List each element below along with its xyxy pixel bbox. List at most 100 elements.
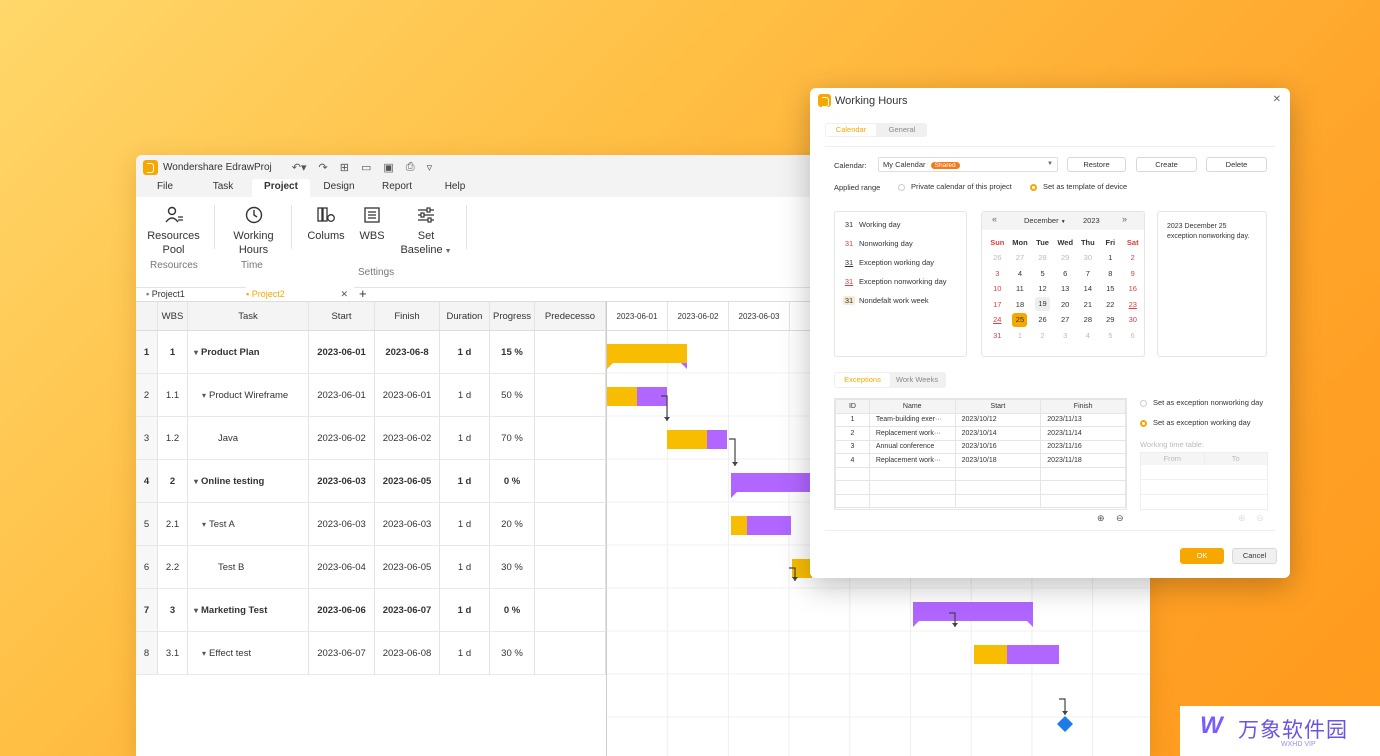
table-row[interactable]: 7 3 ▾ Marketing Test 2023-06-06 2023-06-07 1 d… <box>136 589 606 632</box>
calendar-day[interactable]: 15 <box>1106 284 1115 294</box>
calendar-day[interactable]: 5 <box>1040 268 1045 278</box>
collapse-caret-icon[interactable]: ▾ <box>194 476 199 486</box>
calendar-day[interactable]: 4 <box>1085 330 1090 340</box>
calendar-day[interactable]: 14 <box>1083 284 1093 294</box>
undo-icon[interactable]: ↶▾ <box>291 161 307 174</box>
summary-bar-right-cap[interactable] <box>1027 621 1033 627</box>
set-baseline-button[interactable]: Set Baseline ▼ <box>398 205 454 259</box>
task-bar[interactable] <box>637 387 667 406</box>
wbs-button[interactable]: WBS <box>354 205 390 243</box>
working-hours-button[interactable]: Working Hours <box>226 205 281 257</box>
tab-calendar[interactable]: Calendar <box>826 124 876 136</box>
menu-help[interactable]: Help <box>444 181 466 192</box>
calendar-day[interactable]: 26 <box>1038 315 1047 325</box>
calendar-day[interactable]: 19 <box>1035 297 1051 312</box>
calendar-day-selected[interactable]: 25 <box>1012 312 1028 327</box>
menu-project[interactable]: Project <box>252 179 310 197</box>
exceptions-row[interactable]: 4 Replacement work··· 2023/10/18 2023/11/18 <box>835 453 1126 468</box>
summary-bar-left-cap[interactable] <box>607 363 613 369</box>
exception-nonworking-option[interactable]: Set as exception nonworking day <box>1140 398 1263 407</box>
collapse-caret-icon[interactable]: ▾ <box>202 519 207 529</box>
calendar-day[interactable]: 29 <box>1106 315 1115 325</box>
task-header[interactable]: Task <box>188 302 309 330</box>
next-year-icon[interactable]: » <box>1122 214 1128 224</box>
month-select[interactable]: December ▼ <box>1024 216 1066 225</box>
milestone-marker[interactable] <box>1057 716 1073 732</box>
exceptions-row[interactable] <box>835 480 1126 495</box>
table-row[interactable]: 4 2 ▾ Online testing 2023-06-03 2023-06-05 1 d… <box>136 460 606 503</box>
exceptions-row[interactable] <box>835 466 1126 481</box>
calendar-day[interactable]: 10 <box>993 284 1002 294</box>
task-bar-progress[interactable] <box>792 559 812 578</box>
task-bar[interactable] <box>747 516 791 535</box>
year-value[interactable]: 2023 <box>1083 216 1100 225</box>
task-bar[interactable] <box>1007 645 1059 664</box>
exception-working-option[interactable]: Set as exception working day <box>1140 418 1251 427</box>
calendar-day[interactable]: 8 <box>1108 268 1113 278</box>
wbs-header[interactable]: WBS <box>158 302 188 330</box>
calendar-day[interactable]: 5 <box>1108 330 1113 340</box>
calendar-day[interactable]: 22 <box>1106 299 1115 309</box>
colums-button[interactable]: Colums <box>304 205 348 243</box>
calendar-day[interactable]: 2 <box>1130 253 1135 263</box>
tab-exceptions[interactable]: Exceptions <box>835 373 890 387</box>
doc-tab-project1[interactable]: ▪ Project1 <box>146 287 244 301</box>
exceptions-row[interactable] <box>835 493 1126 508</box>
tab-general[interactable]: General <box>888 125 916 134</box>
resources-pool-button[interactable]: Resources Pool <box>146 205 201 257</box>
calendar-day[interactable]: 13 <box>1061 284 1070 294</box>
calendar-day[interactable]: 12 <box>1038 284 1047 294</box>
predecessor-header[interactable]: Predecesso <box>535 302 606 330</box>
collapse-caret-icon[interactable]: ▾ <box>202 390 207 400</box>
calendar-day[interactable]: 30 <box>1128 315 1137 325</box>
delete-button[interactable]: Delete <box>1206 157 1267 172</box>
calendar-day[interactable]: 31 <box>993 330 1002 340</box>
table-row[interactable]: 1 1 ▾ Product Plan 2023-06-01 2023-06-8 1 d 15 … <box>136 331 606 374</box>
task-bar-progress[interactable] <box>731 516 747 535</box>
prev-year-icon[interactable]: « <box>992 214 998 224</box>
calendar-day[interactable]: 27 <box>1015 253 1025 263</box>
calendar-day[interactable]: 1 <box>1017 330 1023 340</box>
open-folder-icon[interactable]: ▭ <box>360 161 372 174</box>
table-row[interactable]: 3 1.2 Java 2023-06-02 2023-06-02 1 d 70 % <box>136 417 606 460</box>
task-bar-progress[interactable] <box>974 645 1007 664</box>
calendar-day[interactable]: 27 <box>1061 315 1070 325</box>
calendar-day[interactable]: 1 <box>1108 253 1113 263</box>
menu-report[interactable]: Report <box>381 181 412 192</box>
calendar-day[interactable]: 6 <box>1130 330 1135 340</box>
calendar-day[interactable]: 3 <box>995 268 1000 278</box>
exceptions-header[interactable]: Finish <box>1040 399 1126 414</box>
exceptions-row[interactable]: 1 Team-building exer··· 2023/10/12 2023/11/… <box>835 412 1126 427</box>
calendar-day[interactable]: 6 <box>1063 268 1068 278</box>
menu-task[interactable]: Task <box>212 181 234 192</box>
calendar-day[interactable]: 16 <box>1128 284 1137 294</box>
table-row[interactable]: 2 1.1 ▾ Product Wireframe 2023-06-01 2023-06-… <box>136 374 606 417</box>
task-bar[interactable] <box>707 430 727 449</box>
calendar-day[interactable]: 24 <box>993 315 1002 325</box>
redo-icon[interactable]: ↷ <box>318 161 328 174</box>
restore-button[interactable]: Restore <box>1067 157 1126 172</box>
task-bar-progress[interactable] <box>607 387 637 406</box>
summary-bar-right-cap[interactable] <box>681 363 687 369</box>
start-header[interactable]: Start <box>309 302 375 330</box>
table-row[interactable]: 6 2.2 Test B 2023-06-04 2023-06-05 1 d 30 % <box>136 546 606 589</box>
task-bar-progress[interactable] <box>667 430 707 449</box>
menu-file[interactable]: File <box>156 181 174 192</box>
row-number-header[interactable] <box>136 302 158 330</box>
calendar-day[interactable]: 17 <box>993 299 1002 309</box>
calendar-day[interactable]: 11 <box>1016 284 1024 294</box>
new-file-icon[interactable]: ⊞ <box>339 161 349 174</box>
create-button[interactable]: Create <box>1136 157 1197 172</box>
remove-row-icon[interactable]: ⊖ <box>1116 513 1124 523</box>
calendar-day[interactable]: 28 <box>1083 315 1093 325</box>
ok-button[interactable]: OK <box>1180 548 1224 564</box>
calendar-day[interactable]: 9 <box>1130 268 1135 278</box>
calendar-day[interactable]: 18 <box>1015 299 1025 309</box>
calendar-day[interactable]: 26 <box>993 253 1002 263</box>
summary-bar-progress[interactable] <box>607 344 687 363</box>
close-icon[interactable]: ✕ <box>1272 94 1281 105</box>
cancel-button[interactable]: Cancel <box>1232 548 1277 564</box>
exceptions-row[interactable]: 3 Annual conference 2023/10/16 2023/11/16 <box>835 439 1126 454</box>
summary-bar-left-cap[interactable] <box>913 621 919 627</box>
